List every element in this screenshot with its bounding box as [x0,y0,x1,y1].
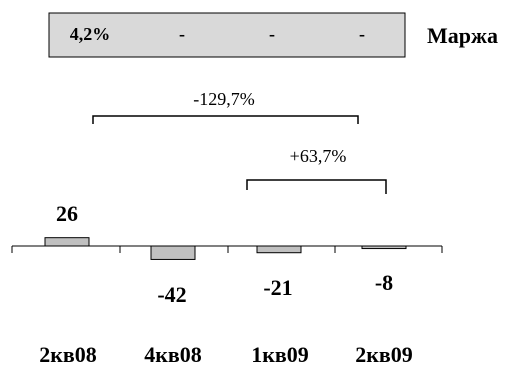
bracket-annotation-1: +63,7% [246,146,387,194]
data-label-1: -42 [157,282,186,307]
bars-group [44,237,407,260]
x-tick-label-3: 2кв09 [355,342,413,367]
margin-row-label: Маржа [427,23,498,48]
margin-box [48,12,406,58]
bracket-label-0: -129,7% [193,89,255,109]
margin-value-0: 4,2% [70,24,111,44]
bar-1кв09 [256,245,302,254]
data-label-2: -21 [263,275,292,300]
x-tick-label-2: 1кв09 [251,342,309,367]
bracket-line-1 [246,179,387,194]
bar-4кв08 [150,245,196,260]
margin-row: 4,2% - - - Маржа [48,12,498,58]
margin-value-2: - [269,24,275,44]
bracket-line-0 [92,115,359,124]
data-label-3: -8 [375,270,393,295]
x-tick-label-0: 2кв08 [39,342,97,367]
x-tick-label-1: 4кв08 [144,342,202,367]
margin-value-3: - [359,24,365,44]
bracket-annotation-0: -129,7% [92,89,359,124]
bracket-label-1: +63,7% [290,146,347,166]
margin-value-1: - [179,24,185,44]
bar-2кв08 [44,237,90,247]
bar-2кв09 [361,245,407,250]
data-label-0: 26 [56,201,78,226]
